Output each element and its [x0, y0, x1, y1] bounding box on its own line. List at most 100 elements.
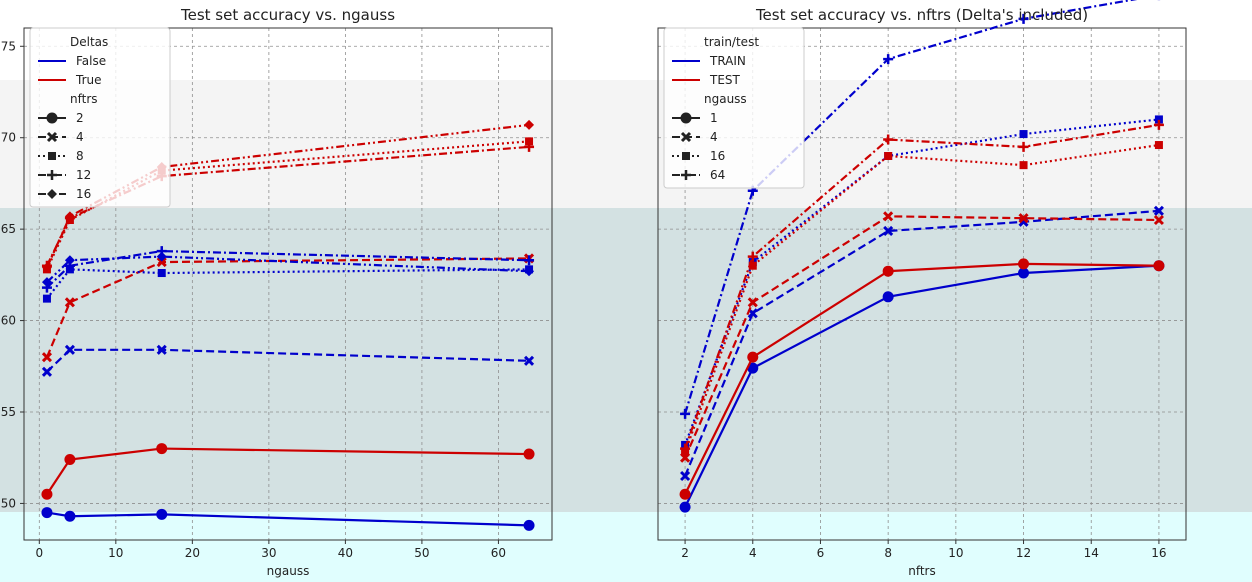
legend: Deltas False True nftrs 2 4 8 12 16: [29, 27, 171, 208]
plot-frame: [23, 27, 553, 541]
legend-label: 64: [710, 168, 725, 182]
data-point: [1154, 141, 1163, 150]
y-tick-label: 50: [1, 496, 16, 510]
x-axis-label: nftrs: [908, 564, 936, 578]
data-point: [525, 137, 534, 146]
data-point: [747, 351, 759, 363]
series-x-blue: [41, 344, 535, 377]
data-point: [1018, 258, 1030, 270]
data-point: [524, 141, 535, 152]
series-diamond-blue: [41, 251, 535, 288]
legend-marker: [682, 152, 690, 160]
data-point: [1153, 260, 1165, 272]
data-point: [747, 362, 759, 374]
y-gridlines: [24, 45, 552, 504]
data-point: [680, 470, 691, 482]
data-point: [41, 262, 52, 273]
series-line: [46, 348, 530, 373]
x-tick-label: 14: [1084, 546, 1099, 560]
data-point: [64, 454, 76, 466]
data-point: [64, 211, 75, 222]
data-point: [1018, 141, 1029, 152]
series-line: [46, 249, 530, 289]
legend-section-title: ngauss: [704, 92, 747, 106]
data-point: [1019, 130, 1028, 139]
data-point: [1019, 161, 1028, 170]
data-point: [680, 408, 691, 419]
data-point: [41, 277, 52, 288]
y-tick-label: 55: [1, 405, 16, 419]
series-line: [684, 123, 1160, 449]
legend-box: [663, 27, 805, 189]
legend-label: 16: [710, 149, 725, 163]
x-tick-label: 4: [749, 546, 757, 560]
y-tick-labels: 50 55 60 65 70 75: [1, 39, 24, 510]
legend-marker: [46, 112, 58, 124]
band-light-cyan: [0, 512, 1252, 582]
legend-section-title: train/test: [704, 35, 759, 49]
data-point: [523, 355, 535, 366]
data-point: [524, 266, 535, 277]
data-point: [882, 291, 894, 303]
chart-title: Test set accuracy vs. ngauss: [180, 6, 395, 24]
data-point: [523, 448, 535, 460]
series-line: [684, 209, 1160, 477]
legend-label: 16: [76, 187, 91, 201]
series-plus-red: [680, 119, 1164, 454]
data-point: [882, 265, 894, 277]
data-point: [680, 443, 691, 454]
y-gridlines: [658, 45, 1186, 504]
x-tick-label: 6: [817, 546, 825, 560]
data-point: [1018, 13, 1029, 24]
y-tick-label: 65: [1, 222, 16, 236]
data-point: [41, 507, 53, 519]
y-tick-label: 60: [1, 314, 16, 328]
legend-marker: [46, 131, 58, 143]
data-point: [748, 261, 757, 270]
data-point: [64, 344, 75, 355]
x-tick-label: 40: [338, 546, 353, 560]
legend: train/test TRAIN TEST ngauss 1 4 16 64: [663, 27, 805, 189]
series-line: [684, 264, 1159, 508]
data-point: [156, 443, 168, 455]
data-point: [747, 251, 758, 262]
series-circle-blue: [41, 507, 535, 531]
chart-title: Test set accuracy vs. nftrs (Delta's inc…: [755, 6, 1088, 24]
legend-label: 12: [76, 168, 91, 182]
x-tick-label: 60: [491, 546, 506, 560]
data-point: [64, 510, 76, 522]
data-point: [1153, 119, 1164, 130]
data-point: [64, 297, 75, 308]
series-plus-blue: [680, 0, 1161, 419]
data-point: [42, 294, 51, 303]
data-point: [157, 269, 166, 278]
legend-label: TRAIN: [709, 54, 746, 68]
data-point: [156, 256, 167, 268]
legend-marker: [48, 152, 56, 160]
series-circle-blue: [679, 260, 1165, 513]
x-tick-labels: 0 10 20 30 40 50 60: [35, 540, 506, 560]
data-point: [1154, 115, 1163, 124]
x-axis-label: ngauss: [267, 564, 310, 578]
data-point: [884, 152, 893, 160]
legend-label: 1: [710, 111, 718, 125]
x-tick-label: 16: [1151, 546, 1166, 560]
series-layer: [679, 0, 1165, 513]
data-point: [1153, 214, 1164, 226]
legend-label: 4: [76, 130, 84, 144]
data-point: [41, 352, 53, 363]
band-light-gray: [0, 80, 1252, 208]
band-white-top: [0, 0, 1252, 80]
data-point: [883, 54, 894, 65]
legend-label: 2: [76, 111, 84, 125]
data-point: [747, 297, 758, 308]
data-point: [156, 251, 167, 262]
x-tick-label: 20: [185, 546, 200, 560]
data-point: [1018, 213, 1029, 224]
x-tick-label: 30: [261, 546, 276, 560]
x-tick-label: 2: [681, 546, 689, 560]
x-tick-label: 0: [35, 546, 43, 560]
data-point: [1018, 267, 1030, 279]
